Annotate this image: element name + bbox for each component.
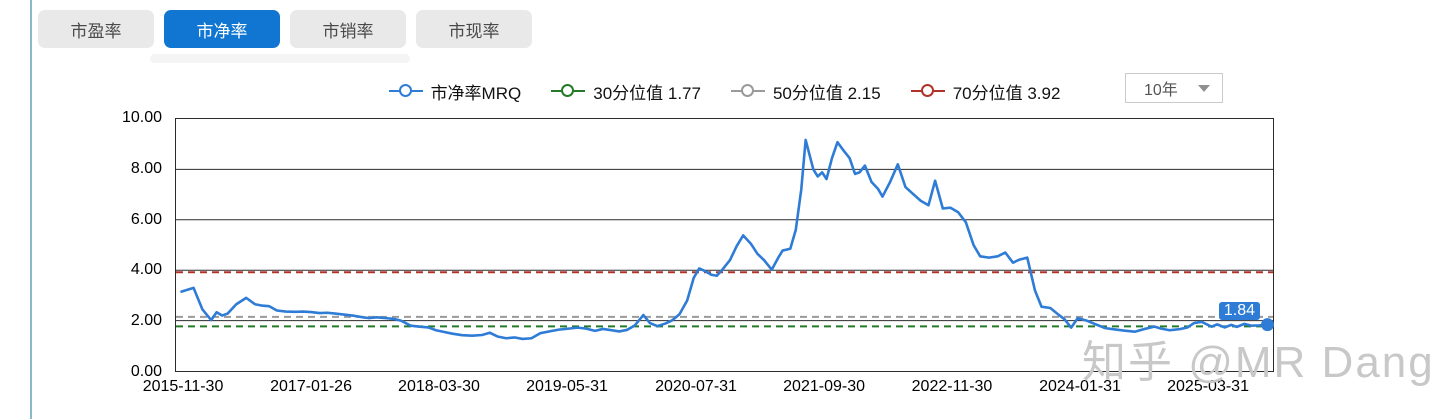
plot-area[interactable]: 1.84	[175, 118, 1275, 372]
x-tick-label: 2025-03-31	[1167, 378, 1249, 395]
y-tick-label: 8.00	[130, 159, 162, 177]
x-tick-label: 2021-09-30	[783, 378, 865, 395]
legend-label: 市净率MRQ	[430, 83, 522, 103]
x-tick-label: 2022-11-30	[911, 378, 993, 395]
x-tick-label: 2017-01-26	[270, 378, 352, 395]
watermark: 知乎 @MR Dang	[1082, 338, 1435, 387]
y-tick-label: 4.00	[130, 261, 162, 279]
x-tick-label: 2018-03-30	[398, 378, 480, 395]
tab-3[interactable]: 市现率	[416, 10, 532, 48]
chart-svg[interactable]	[176, 119, 1275, 371]
end-value-badge: 1.84	[1218, 302, 1260, 320]
legend-item[interactable]: 市净率MRQ	[388, 79, 522, 104]
chart-legend: 市净率MRQ 30分位值 1.77 50分位值 2.15 70分位值 3.92	[175, 78, 1274, 104]
period-dropdown[interactable]: 10年	[1125, 73, 1223, 103]
caret-down-icon	[1198, 84, 1210, 92]
legend-item[interactable]: 70分位值 3.92	[910, 79, 1061, 104]
legend-item[interactable]: 30分位值 1.77	[551, 79, 701, 104]
legend-marker-icon	[388, 84, 423, 98]
tab-2[interactable]: 市销率	[290, 10, 406, 48]
x-tick-label: 2015-11-30	[142, 378, 224, 395]
y-tick-label: 6.00	[130, 210, 162, 228]
left-divider	[30, 0, 32, 419]
y-tick-label: 2.00	[130, 312, 162, 330]
legend-marker-icon	[730, 84, 765, 98]
tab-0[interactable]: 市盈率	[38, 10, 154, 48]
metric-tab-bar: 市盈率 市净率 市销率 市现率	[38, 10, 532, 48]
legend-label: 70分位值 3.92	[952, 83, 1061, 103]
x-tick-label: 2024-01-31	[1039, 378, 1121, 395]
tab-1-active[interactable]: 市净率	[164, 10, 280, 48]
legend-label: 50分位值 2.15	[772, 83, 881, 103]
legend-label: 30分位值 1.77	[593, 83, 701, 103]
legend-marker-icon	[551, 84, 586, 98]
period-dropdown-value: 10年	[1144, 82, 1178, 99]
legend-marker-icon	[910, 84, 945, 98]
series-line[interactable]	[181, 140, 1267, 339]
end-point-dot	[1261, 318, 1275, 332]
legend-item[interactable]: 50分位值 2.15	[730, 79, 881, 104]
tab-bar-shadow	[150, 54, 410, 63]
x-tick-label: 2020-07-31	[655, 378, 737, 395]
x-axis-labels: 2015-11-30 2017-01-26 2018-03-30 2019-05-31…	[143, 378, 1274, 398]
y-tick-label: 0.00	[130, 363, 162, 380]
x-tick-label: 2019-05-31	[526, 378, 608, 395]
y-tick-label: 10.00	[121, 109, 162, 126]
